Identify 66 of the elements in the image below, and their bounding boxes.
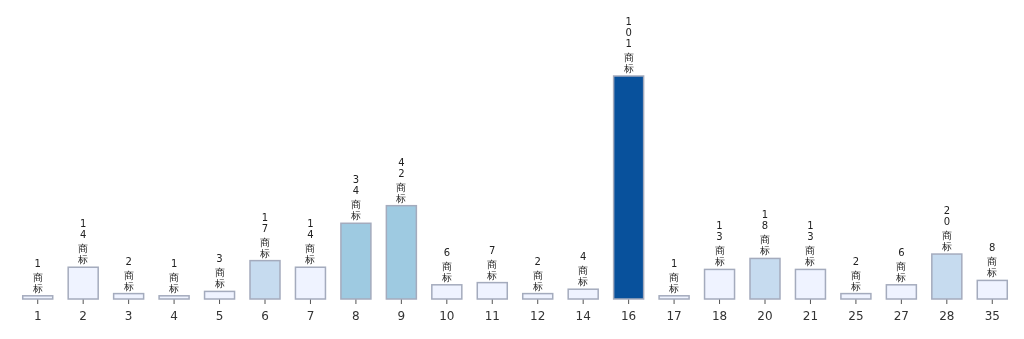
data-label: 18 商标 bbox=[759, 209, 770, 257]
data-label: 2 商标 bbox=[122, 255, 134, 292]
data-label: 13 商标 bbox=[804, 220, 816, 268]
data-label: 34 商标 bbox=[349, 174, 361, 222]
data-label: 20 商标 bbox=[940, 205, 952, 253]
bar bbox=[67, 266, 99, 300]
bar bbox=[794, 268, 827, 300]
bar bbox=[249, 259, 281, 300]
bar bbox=[749, 257, 781, 300]
x-tick-label: 14 bbox=[575, 309, 591, 323]
data-label: 6 商标 bbox=[895, 246, 907, 283]
x-tick-label: 20 bbox=[757, 309, 773, 323]
data-label: 101 商标 bbox=[622, 16, 634, 74]
x-tick-label: 17 bbox=[666, 309, 682, 323]
data-label: 1 商标 bbox=[31, 257, 43, 294]
x-tick-label: 18 bbox=[711, 309, 728, 323]
data-label: 2 商标 bbox=[531, 255, 543, 292]
x-tick-label: 25 bbox=[848, 309, 864, 323]
x-tick-label: 21 bbox=[802, 309, 819, 323]
data-label: 4 商标 bbox=[577, 251, 589, 288]
data-label: 13 商标 bbox=[713, 220, 725, 268]
bar bbox=[340, 222, 372, 300]
data-label: 14 商标 bbox=[304, 218, 316, 266]
bar bbox=[931, 253, 963, 300]
x-tick-label: 3 bbox=[124, 309, 133, 323]
bar bbox=[703, 268, 736, 300]
bar bbox=[112, 292, 145, 300]
bar bbox=[658, 295, 690, 300]
x-tick-label: 27 bbox=[893, 309, 909, 323]
x-tick-label: 7 bbox=[306, 309, 315, 323]
bar bbox=[840, 292, 872, 300]
x-tick-label: 6 bbox=[261, 309, 269, 323]
x-tick-label: 10 bbox=[439, 309, 455, 323]
x-tick-label: 28 bbox=[939, 309, 955, 323]
bar bbox=[885, 284, 918, 300]
x-tick-label: 5 bbox=[215, 309, 224, 323]
data-label: 7 商标 bbox=[486, 244, 498, 281]
x-tick-label: 8 bbox=[352, 309, 360, 323]
bar bbox=[158, 295, 190, 300]
bar bbox=[567, 288, 599, 300]
data-label: 1 商标 bbox=[168, 257, 180, 294]
x-tick-label: 9 bbox=[397, 309, 406, 323]
x-tick-label: 4 bbox=[170, 309, 178, 323]
data-label: 3 商标 bbox=[213, 253, 225, 290]
bar bbox=[294, 266, 327, 300]
data-label: 14 商标 bbox=[77, 218, 89, 266]
bar bbox=[431, 284, 463, 300]
data-label: 42 商标 bbox=[395, 156, 407, 204]
bar bbox=[203, 290, 236, 300]
data-label: 8 商标 bbox=[986, 242, 998, 279]
data-label: 1 商标 bbox=[668, 257, 680, 294]
bar bbox=[612, 75, 645, 300]
x-tick-label: 2 bbox=[79, 309, 87, 323]
x-tick-label: 12 bbox=[530, 309, 546, 323]
x-tick-label: 11 bbox=[484, 309, 500, 323]
data-label: 6 商标 bbox=[440, 246, 452, 283]
bar bbox=[385, 204, 418, 300]
bar bbox=[476, 281, 509, 300]
bar bbox=[976, 279, 1009, 300]
x-tick-label: 16 bbox=[621, 309, 637, 323]
x-tick-label: 1 bbox=[33, 309, 42, 323]
x-tick-label: 35 bbox=[984, 309, 1000, 323]
data-label: 17 商标 bbox=[259, 211, 270, 259]
bar bbox=[521, 292, 554, 300]
bar bbox=[21, 295, 54, 300]
data-label: 2 商标 bbox=[849, 255, 861, 292]
